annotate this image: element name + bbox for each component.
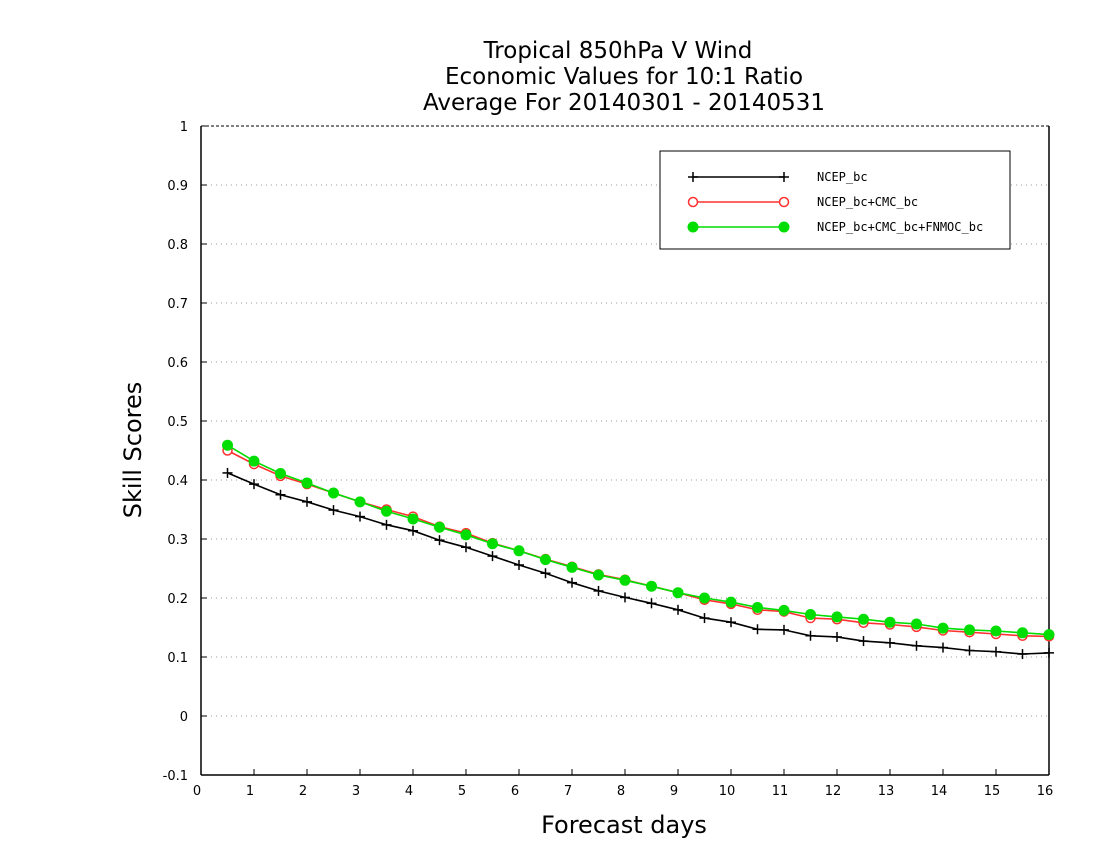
- legend-entry-1: NCEP_bc: [688, 170, 868, 184]
- legend-label: NCEP_bc+CMC_bc: [817, 195, 918, 209]
- data-point-marker: [672, 587, 684, 599]
- data-point-marker: [687, 196, 699, 208]
- data-point-marker: [858, 613, 869, 625]
- data-point-marker: [593, 569, 604, 581]
- y-tick-label: 1: [180, 120, 188, 135]
- x-tick-label: 11: [772, 784, 789, 799]
- data-point-marker: [805, 609, 816, 621]
- data-point-marker: [778, 604, 790, 616]
- data-point-marker: [884, 616, 896, 628]
- data-point-marker: [354, 496, 366, 508]
- legend-entry-2: NCEP_bc+CMC_bc: [687, 195, 918, 209]
- data-point-marker: [434, 521, 445, 533]
- y-tick-label: 0.1: [167, 651, 188, 666]
- data-point-marker: [1017, 627, 1028, 639]
- series-1: [222, 467, 1054, 660]
- data-point-marker: [778, 196, 790, 208]
- legend-label: NCEP_bc+CMC_bc+FNMOC_bc: [817, 220, 983, 234]
- x-tick-label: 0: [193, 784, 201, 799]
- y-tick-label: 0.6: [167, 356, 188, 371]
- data-series: [222, 439, 1055, 660]
- x-tick-label: 3: [352, 784, 360, 799]
- data-point-marker: [222, 439, 233, 451]
- data-point-marker: [381, 505, 392, 517]
- x-tick-label: 1: [246, 784, 254, 799]
- x-tick-label: 12: [825, 784, 842, 799]
- data-point-marker: [990, 625, 1002, 637]
- y-tick-label: -0.1: [163, 769, 188, 784]
- data-point-marker: [964, 624, 975, 636]
- data-point-marker: [407, 513, 419, 525]
- data-point-marker: [275, 468, 286, 480]
- y-axis-ticks: -0.1 0 0.1 0.2 0.3 0.4 0.5 0.6 0.7 0.8 0.9 1: [163, 120, 207, 784]
- y-axis-label: Skill Scores: [119, 382, 147, 519]
- chart-title: Tropical 850hPa V Wind Economic Values f…: [423, 38, 825, 116]
- y-tick-label: 0.9: [167, 179, 188, 194]
- x-tick-label: 13: [878, 784, 895, 799]
- x-tick-label: 7: [564, 784, 572, 799]
- legend: NCEP_bc NCEP_bc+CMC_bc NCEP_bc+CMC_bc+FNMO…: [659, 150, 1011, 250]
- data-point-marker: [513, 545, 525, 557]
- data-point-marker: [566, 561, 578, 573]
- data-point-marker: [1043, 629, 1055, 641]
- y-tick-label: 0.5: [167, 415, 188, 430]
- legend-label: NCEP_bc: [817, 170, 868, 184]
- data-point-marker: [699, 592, 710, 604]
- data-point-marker: [646, 580, 657, 592]
- legend-entry-3: NCEP_bc+CMC_bc+FNMOC_bc: [687, 220, 983, 234]
- data-point-marker: [937, 622, 949, 634]
- y-tick-label: 0.4: [167, 474, 188, 489]
- data-point-marker: [831, 611, 843, 623]
- y-tick-label: 0.3: [167, 533, 188, 548]
- x-tick-label: 6: [511, 784, 519, 799]
- series-3: [222, 439, 1055, 641]
- data-point-marker: [248, 455, 260, 467]
- y-tick-label: 0.2: [167, 592, 188, 607]
- x-tick-label: 14: [931, 784, 948, 799]
- chart-title-line-1: Tropical 850hPa V Wind: [483, 38, 753, 64]
- data-point-marker: [687, 221, 699, 233]
- x-tick-label: 10: [719, 784, 736, 799]
- data-point-marker: [487, 538, 498, 550]
- data-point-marker: [725, 596, 737, 608]
- data-point-marker: [778, 221, 790, 233]
- chart-title-line-2: Economic Values for 10:1 Ratio: [445, 64, 803, 90]
- data-point-marker: [752, 601, 763, 613]
- y-tick-label: 0.7: [167, 297, 188, 312]
- x-tick-label: 8: [617, 784, 625, 799]
- data-point-marker: [540, 554, 551, 566]
- y-tick-label: 0.8: [167, 238, 188, 253]
- x-axis-label: Forecast days: [541, 811, 707, 839]
- x-tick-label: 9: [670, 784, 678, 799]
- y-tick-label: 0: [180, 710, 188, 725]
- legend-box: [659, 150, 1011, 250]
- data-point-marker: [301, 477, 313, 489]
- chart-title-line-3: Average For 20140301 - 20140531: [423, 90, 825, 116]
- data-point-marker: [911, 618, 922, 630]
- data-point-marker: [619, 574, 631, 586]
- x-tick-label: 15: [984, 784, 1001, 799]
- x-tick-label: 2: [299, 784, 307, 799]
- x-tick-label: 16: [1037, 784, 1054, 799]
- x-tick-label: 5: [458, 784, 466, 799]
- data-point-marker: [460, 529, 472, 541]
- data-point-marker: [328, 487, 339, 499]
- x-tick-label: 4: [405, 784, 413, 799]
- x-axis-ticks: 0 1 2 3 4 5 6 7 8 9 10 11 12 13 14 15 16: [193, 769, 1053, 799]
